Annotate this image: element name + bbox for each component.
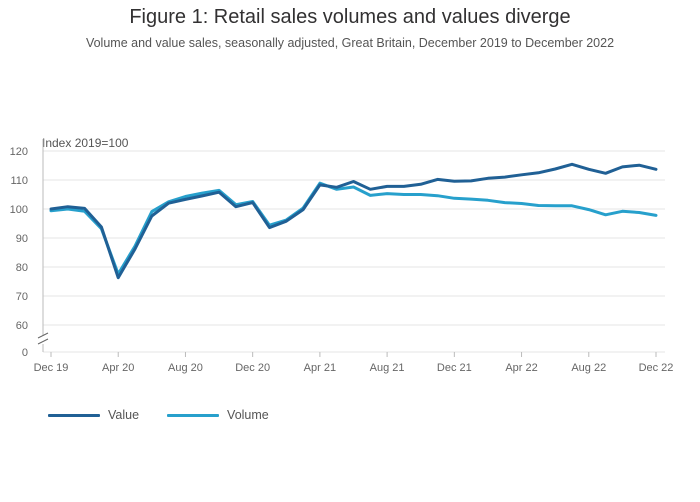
x-tick-label: Aug 20 bbox=[168, 362, 203, 374]
axis-break-mark bbox=[37, 338, 49, 345]
legend-swatch-value bbox=[48, 413, 100, 417]
legend-item-value[interactable]: Value bbox=[48, 408, 139, 422]
legend-label-volume: Volume bbox=[227, 408, 269, 422]
legend: Value Volume bbox=[48, 408, 269, 422]
y-tick-label: 120 bbox=[10, 146, 28, 158]
series-line-value bbox=[49, 162, 658, 280]
x-tick-label: Dec 22 bbox=[639, 362, 674, 374]
x-tick-label: Dec 20 bbox=[235, 362, 270, 374]
x-tick-label: Apr 22 bbox=[505, 362, 537, 374]
x-tick-label: Dec 19 bbox=[34, 362, 69, 374]
chart-subtitle: Volume and value sales, seasonally adjus… bbox=[85, 36, 615, 50]
x-tick-label: Dec 21 bbox=[437, 362, 472, 374]
y-tick-label: 70 bbox=[16, 291, 28, 303]
chart-title: Figure 1: Retail sales volumes and value… bbox=[129, 6, 571, 28]
x-tick-label: Aug 22 bbox=[571, 362, 606, 374]
y-tick-label: 60 bbox=[16, 320, 28, 332]
series-line-volume bbox=[49, 181, 658, 276]
legend-item-volume[interactable]: Volume bbox=[167, 408, 269, 422]
y-tick-label: 100 bbox=[10, 204, 28, 216]
y-tick-label: 110 bbox=[10, 175, 28, 187]
y-tick-label: 90 bbox=[16, 233, 28, 245]
x-tick-label: Apr 21 bbox=[304, 362, 336, 374]
legend-swatch-volume bbox=[167, 413, 220, 417]
y-tick-label: 80 bbox=[16, 262, 28, 274]
y-axis-label: Index 2019=100 bbox=[42, 136, 129, 150]
x-tick-label: Aug 21 bbox=[370, 362, 405, 374]
x-tick-label: Apr 20 bbox=[102, 362, 134, 374]
y-tick-label: 0 bbox=[22, 347, 28, 359]
legend-label-value: Value bbox=[108, 408, 140, 422]
axis-break-mark bbox=[37, 332, 49, 339]
